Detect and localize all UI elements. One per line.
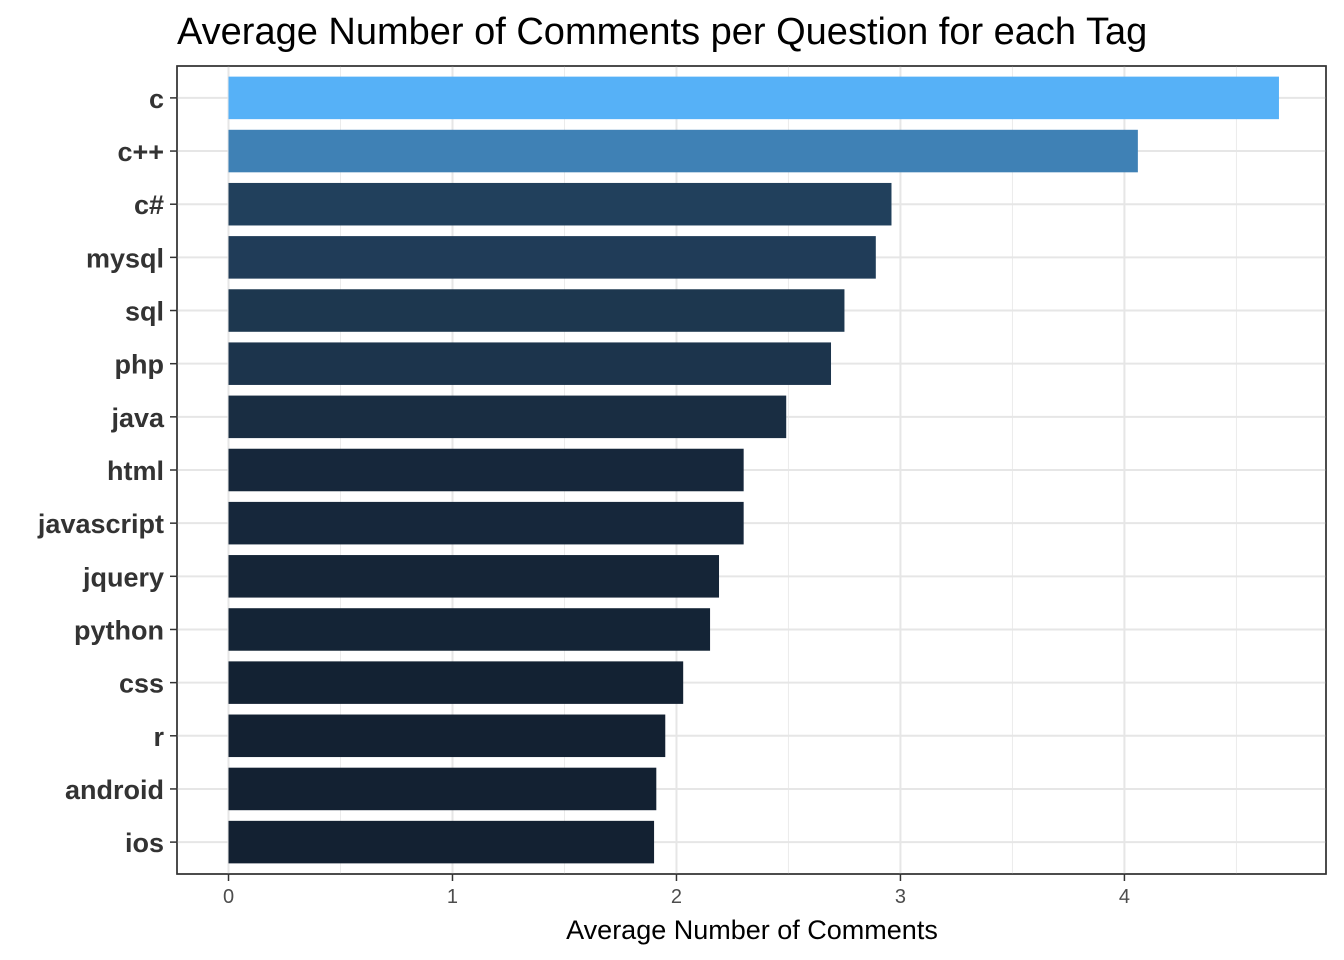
y-tick-label-css: css (119, 669, 164, 699)
x-tick-label: 1 (447, 886, 458, 908)
bar-ios (228, 820, 655, 864)
bar-javascript (228, 501, 744, 545)
bar-sql (228, 289, 845, 332)
bar-jquery (228, 555, 720, 598)
x-axis: 0 1 2 3 4 (223, 874, 1130, 908)
x-tick-label: 0 (223, 886, 234, 908)
bar-c (228, 76, 1279, 120)
x-tick-label: 3 (895, 886, 906, 908)
bar-r (228, 714, 666, 758)
bar-java (228, 395, 787, 439)
bar-python (228, 608, 711, 651)
y-axis: c c++ c# mysql sql php java html javascript jquer… (37, 84, 177, 858)
y-tick-label-c++: c++ (117, 137, 164, 167)
x-tick-label: 4 (1119, 886, 1130, 908)
plot-border (176, 65, 1327, 875)
y-tick-label-mysql: mysql (86, 243, 164, 273)
bar-c# (228, 182, 892, 226)
y-tick-label-sql: sql (125, 297, 164, 327)
bar-android (228, 767, 657, 811)
bar-c++ (228, 129, 1138, 173)
y-tick-label-r: r (153, 722, 164, 752)
y-tick-label-c#: c# (134, 190, 164, 220)
x-tick-label: 2 (671, 886, 682, 908)
y-tick-label-android: android (65, 775, 164, 805)
y-tick-label-jquery: jquery (82, 562, 164, 592)
bar-css (228, 661, 684, 704)
bar-php (228, 342, 832, 385)
y-tick-label-javascript: javascript (37, 509, 164, 539)
y-tick-label-ios: ios (125, 828, 164, 858)
y-tick-label-php: php (115, 350, 164, 380)
bar-html (228, 448, 744, 492)
y-tick-label-java: java (110, 403, 165, 433)
bar-mysql (228, 236, 876, 279)
x-axis-title: Average Number of Comments (566, 915, 938, 945)
y-tick-label-python: python (74, 615, 164, 645)
y-tick-label-c: c (149, 84, 164, 114)
bars (228, 76, 1279, 864)
chart-title: Average Number of Comments per Question … (177, 11, 1147, 53)
y-tick-label-html: html (107, 456, 164, 486)
